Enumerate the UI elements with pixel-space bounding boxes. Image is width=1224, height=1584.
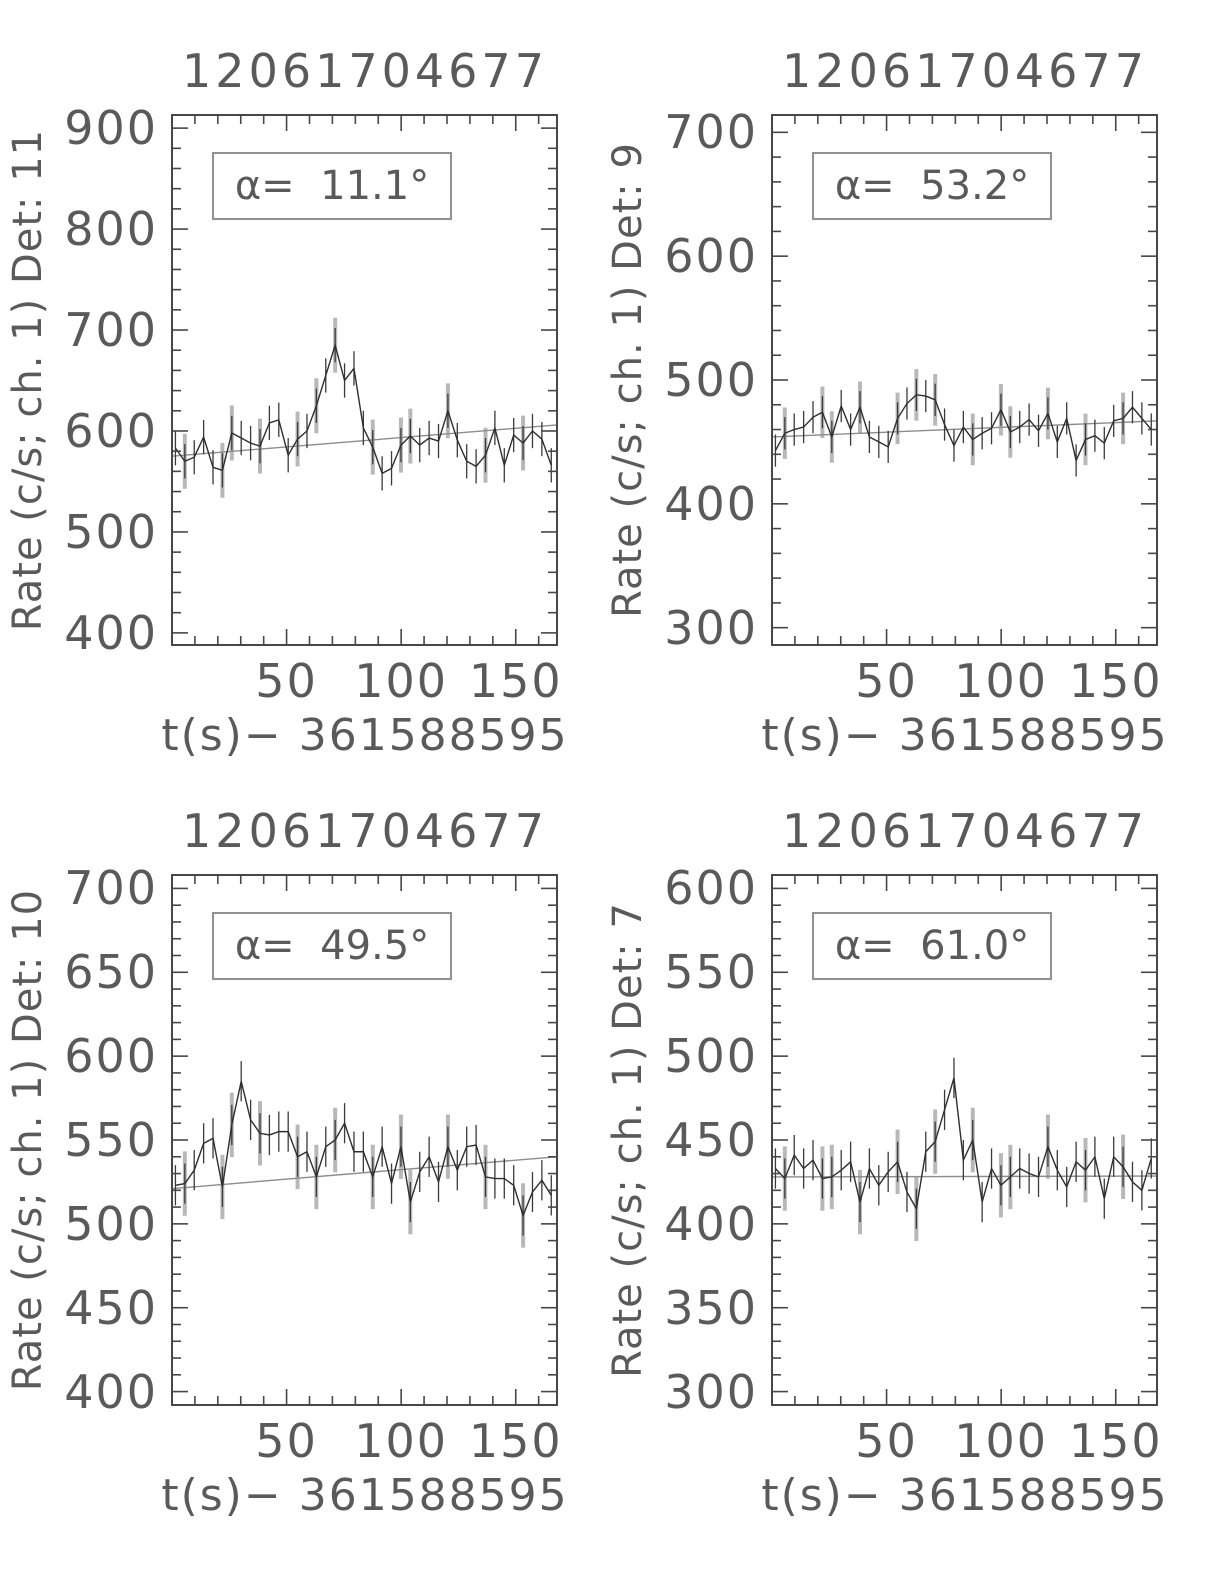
plot-title: 12061704677 (182, 44, 548, 98)
y-tick-label: 400 (664, 476, 758, 531)
alpha-annotation-box: α= 11.1° (212, 152, 452, 220)
alpha-annotation: α= 49.5° (234, 923, 430, 969)
y-tick-label: 400 (664, 1196, 758, 1251)
plot-frame (171, 114, 558, 646)
x-axis-label: t(s)− 361588595 (161, 1470, 569, 1521)
y-tick-label: 500 (64, 504, 158, 559)
plot-title: 12061704677 (782, 804, 1148, 858)
y-tick-label: 450 (64, 1280, 158, 1335)
axis-ticks (772, 115, 1157, 645)
y-tick-label: 900 (64, 101, 158, 156)
plot-title: 12061704677 (782, 44, 1148, 98)
x-axis-label: t(s)− 361588595 (761, 1470, 1169, 1521)
x-tick-label: 100 (354, 654, 449, 708)
axis-ticks (772, 875, 1157, 1405)
panel-det-10: 12061704677 Rate (c/s; ch. 1) Det: 10 α=… (0, 760, 612, 1552)
data-line (774, 1077, 1152, 1211)
y-tick-label: 350 (664, 1280, 758, 1335)
y-tick-label: 600 (64, 1029, 158, 1084)
panel-det-11: 12061704677 Rate (c/s; ch. 1) Det: 11 α=… (0, 0, 612, 792)
trend-line (771, 1175, 1158, 1178)
x-tick-label: 50 (255, 654, 318, 708)
y-tick-label: 600 (664, 229, 758, 284)
plot-area (771, 874, 1158, 1406)
y-tick-label: 500 (664, 1029, 758, 1084)
data-line (774, 394, 1152, 463)
y-tick-label: 400 (64, 1364, 158, 1419)
y-tick-label: 700 (64, 861, 158, 916)
data-line (175, 1081, 552, 1218)
trend-line-segment (171, 1156, 558, 1190)
plot-title: 12061704677 (182, 804, 548, 858)
y-tick-label: 600 (64, 403, 158, 458)
plot-area (171, 874, 558, 1406)
plot-area (771, 114, 1158, 646)
y-tick-label: 600 (664, 861, 758, 916)
x-tick-label: 150 (468, 654, 563, 708)
data-line (174, 342, 552, 475)
trend-line-segment (171, 424, 558, 457)
x-tick-label: 150 (468, 1414, 563, 1468)
y-tick-label: 550 (664, 945, 758, 1000)
y-tick-label: 700 (664, 105, 758, 160)
y-tick-label: 650 (64, 945, 158, 1000)
x-tick-label: 100 (354, 1414, 449, 1468)
y-tick-label: 550 (64, 1113, 158, 1167)
x-tick-label: 100 (954, 1414, 1049, 1468)
y-tick-label: 300 (664, 1364, 758, 1419)
x-tick-label: 50 (255, 1414, 318, 1468)
x-axis-label: t(s)− 361588595 (161, 710, 569, 761)
x-tick-label: 150 (1068, 1414, 1163, 1468)
panel-det-7: 12061704677 Rate (c/s; ch. 1) Det: 7 α= … (600, 760, 1212, 1552)
x-tick-label: 50 (855, 1414, 918, 1468)
trend-line-segment (771, 1175, 1158, 1178)
axis-ticks (172, 875, 557, 1405)
x-axis-label: t(s)− 361588595 (761, 710, 1169, 761)
panel-det-9: 12061704677 Rate (c/s; ch. 1) Det: 9 α= … (600, 0, 1212, 792)
alpha-annotation: α= 61.0° (834, 923, 1030, 969)
x-tick-label: 50 (855, 654, 918, 708)
alpha-annotation-box: α= 61.0° (812, 912, 1052, 980)
alpha-annotation: α= 11.1° (234, 163, 430, 209)
y-tick-label: 700 (64, 303, 158, 358)
gray-error-bars (182, 317, 526, 498)
axis-ticks (172, 115, 557, 645)
x-tick-label: 100 (954, 654, 1049, 708)
trend-line (171, 1156, 558, 1190)
y-tick-label: 450 (664, 1113, 758, 1167)
y-tick-label: 400 (64, 605, 158, 660)
y-tick-label: 800 (64, 202, 158, 257)
y-tick-label: 500 (664, 353, 758, 407)
plot-area (171, 114, 558, 646)
y-axis-label: Rate (c/s; ch. 1) Det: 11 (5, 128, 51, 632)
alpha-annotation: α= 53.2° (834, 163, 1030, 209)
alpha-annotation-box: α= 53.2° (812, 152, 1052, 220)
y-tick-label: 300 (664, 600, 758, 655)
x-tick-label: 150 (1068, 654, 1163, 708)
trend-line (171, 424, 558, 457)
alpha-annotation-box: α= 49.5° (212, 912, 452, 980)
y-tick-label: 500 (64, 1196, 158, 1251)
